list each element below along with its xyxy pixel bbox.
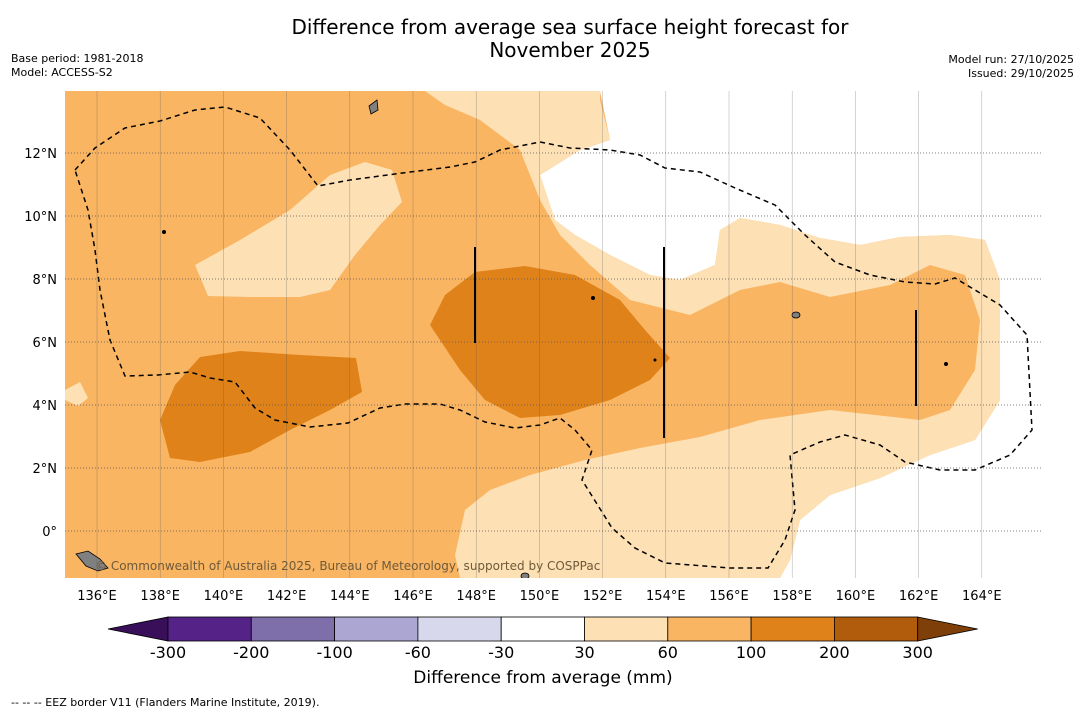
issued-text: Issued: 29/10/2025 bbox=[967, 67, 1074, 80]
lon-tick-label: 152°E bbox=[583, 589, 623, 604]
colorbar-tick-label: 30 bbox=[574, 643, 595, 662]
lon-tick-label: 138°E bbox=[140, 589, 180, 604]
model-run-text: Model run: 27/10/2025 bbox=[948, 53, 1074, 66]
lon-tick-label: 154°E bbox=[646, 589, 686, 604]
footer-eez-note: -- -- -- EEZ border V11 (Flanders Marine… bbox=[11, 696, 320, 709]
lon-tick-label: 162°E bbox=[899, 589, 939, 604]
map-gridlines bbox=[65, 91, 1042, 578]
island-guam bbox=[368, 99, 379, 115]
model-text: Model: ACCESS-S2 bbox=[11, 66, 113, 79]
colorbar-cell bbox=[750, 616, 835, 642]
colorbar-extend-high bbox=[917, 616, 978, 642]
anomaly-30-60-region-edge bbox=[65, 382, 88, 406]
colorbar-cell bbox=[334, 616, 419, 642]
lon-tick-label: 144°E bbox=[330, 589, 370, 604]
lat-tick-label: 2°N bbox=[33, 462, 58, 477]
lat-tick-label: 6°N bbox=[33, 336, 58, 351]
copyright-watermark: © Commonwealth of Australia 2025, Bureau… bbox=[95, 559, 600, 573]
island-new-guinea bbox=[75, 550, 109, 572]
colorbar-tick-label: 100 bbox=[735, 643, 767, 662]
lat-tick-label: 10°N bbox=[24, 210, 57, 225]
colorbar-tick-label: 60 bbox=[657, 643, 678, 662]
lat-tick-label: 0° bbox=[42, 525, 57, 540]
lon-tick-label: 160°E bbox=[836, 589, 876, 604]
longitude-labels: 136°E 138°E 140°E 142°E 144°E 146°E 148°E 150°E… bbox=[77, 589, 1001, 604]
anomaly-neutral-region bbox=[540, 91, 1042, 578]
eez-border bbox=[74, 106, 1033, 569]
colorbar-cell bbox=[500, 616, 585, 642]
colorbar-tick-label: -100 bbox=[316, 643, 353, 662]
island-dot-3 bbox=[944, 362, 948, 366]
colorbar-tick-label: 200 bbox=[819, 643, 850, 662]
anomaly-30-60-region-west bbox=[195, 162, 402, 297]
lon-tick-label: 136°E bbox=[77, 589, 117, 604]
lat-tick-label: 4°N bbox=[33, 399, 58, 414]
colorbar-cell bbox=[417, 616, 502, 642]
colorbar-cell bbox=[167, 616, 252, 642]
lon-tick-label: 164°E bbox=[962, 589, 1002, 604]
lon-tick-label: 140°E bbox=[204, 589, 244, 604]
chart-title-line2: November 2025 bbox=[489, 38, 651, 62]
lon-tick-label: 142°E bbox=[267, 589, 307, 604]
colorbar-tick-label: 300 bbox=[902, 643, 933, 662]
colorbar-tick-label: -60 bbox=[404, 643, 431, 662]
colorbar-cell bbox=[584, 616, 669, 642]
island-bismarck bbox=[520, 572, 530, 578]
island-dot-4 bbox=[653, 358, 657, 362]
island-dot-2 bbox=[591, 296, 595, 300]
anomaly-30-60-region-north bbox=[425, 91, 1000, 578]
colorbar-cell bbox=[250, 616, 336, 642]
colorbar-cell bbox=[834, 616, 919, 642]
lon-tick-label: 156°E bbox=[709, 589, 749, 604]
island-dot-1 bbox=[162, 230, 166, 234]
colorbar-tick-label: -30 bbox=[488, 643, 515, 662]
colorbar-tick-label: -300 bbox=[149, 643, 187, 662]
base-period-text: Base period: 1981-2018 bbox=[11, 52, 144, 65]
lat-tick-label: 8°N bbox=[33, 273, 58, 288]
latitude-labels: 12°N 10°N 8°N 6°N 4°N 2°N 0° bbox=[24, 147, 57, 540]
colorbar-tick-label: -200 bbox=[233, 643, 270, 662]
lon-tick-label: 146°E bbox=[393, 589, 433, 604]
anomaly-100-200-region-central bbox=[430, 266, 670, 418]
lon-tick-label: 148°E bbox=[456, 589, 496, 604]
lon-tick-label: 158°E bbox=[772, 589, 812, 604]
lon-tick-label: 150°E bbox=[520, 589, 560, 604]
colorbar-extend-low bbox=[107, 616, 169, 642]
chart-title-line1: Difference from average sea surface heig… bbox=[291, 15, 849, 39]
colorbar-cell bbox=[667, 616, 752, 642]
lat-tick-label: 12°N bbox=[24, 147, 57, 162]
colorbar-title: Difference from average (mm) bbox=[413, 668, 673, 688]
